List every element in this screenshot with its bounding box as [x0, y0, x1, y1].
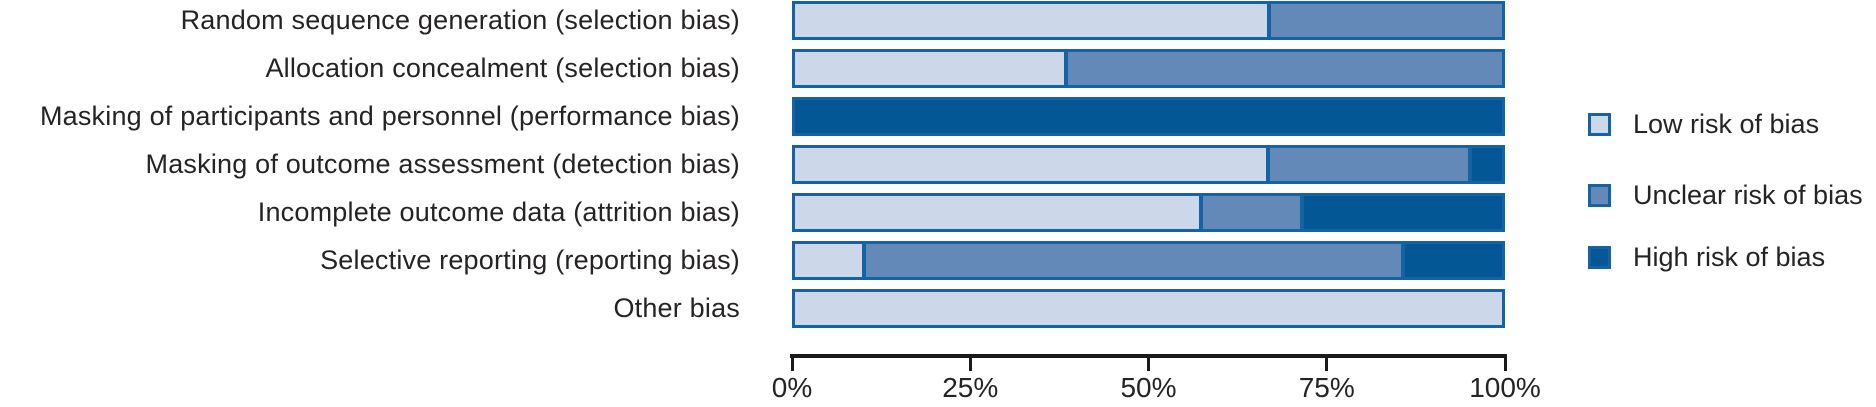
legend-label: Unclear risk of bias: [1633, 180, 1863, 210]
bar-segment-low-risk: [795, 292, 1502, 325]
category-label: Masking of participants and personnel (p…: [39, 101, 740, 131]
bar-segment-unclear-risk: [1198, 196, 1300, 229]
category-label: Incomplete outcome data (attrition bias): [257, 197, 740, 227]
bar-segment-high-risk: [1400, 244, 1502, 277]
category-label: Allocation concealment (selection bias): [265, 53, 740, 83]
category-label: Selective reporting (reporting bias): [320, 245, 740, 275]
bar-row: [792, 97, 1505, 136]
bar-row: [792, 1, 1505, 40]
legend-label: Low risk of bias: [1633, 109, 1820, 139]
bar-row: [792, 49, 1505, 88]
bar-segment-low-risk: [795, 244, 863, 277]
bar-row: [792, 193, 1505, 232]
axis-tick-label: 0%: [771, 372, 813, 403]
bar-segment-low-risk: [795, 148, 1267, 181]
legend-item-low-risk: Low risk of bias: [1588, 109, 1819, 140]
bar-segment-low-risk: [795, 4, 1267, 37]
bar-segment-low-risk: [795, 52, 1065, 85]
axis-tick: [968, 354, 972, 371]
category-label: Other bias: [613, 293, 740, 323]
bar-segment-high-risk: [1468, 148, 1502, 181]
legend-item-high-risk: High risk of bias: [1588, 242, 1825, 273]
bar-segment-low-risk: [795, 196, 1199, 229]
axis-tick: [1147, 354, 1150, 371]
bar-segment-unclear-risk: [1266, 148, 1469, 181]
bar-row: [792, 145, 1505, 184]
axis-tick-label: 75%: [1298, 372, 1355, 403]
bar-row: [792, 241, 1505, 280]
bar-segment-unclear-risk: [1266, 4, 1502, 37]
legend-swatch-low-risk: [1588, 113, 1611, 136]
legend-swatch-high-risk: [1588, 246, 1611, 269]
bar-row: [792, 289, 1505, 328]
axis-tick-label: 100%: [1469, 372, 1541, 403]
axis-tick-label: 50%: [1120, 372, 1177, 403]
axis-tick: [790, 354, 794, 371]
legend-item-unclear-risk: Unclear risk of bias: [1588, 180, 1863, 211]
bar-segment-unclear-risk: [1064, 52, 1502, 85]
bar-segment-high-risk: [1299, 196, 1502, 229]
legend-swatch-unclear-risk: [1588, 184, 1611, 207]
axis-tick-label: 25%: [942, 372, 999, 403]
category-label: Masking of outcome assessment (detection…: [145, 149, 740, 179]
axis-tick: [1325, 354, 1329, 371]
bar-segment-high-risk: [795, 100, 1502, 133]
axis-tick: [1503, 354, 1507, 371]
bar-segment-unclear-risk: [862, 244, 1401, 277]
category-label: Random sequence generation (selection bi…: [180, 5, 740, 35]
legend-label: High risk of bias: [1633, 242, 1826, 272]
